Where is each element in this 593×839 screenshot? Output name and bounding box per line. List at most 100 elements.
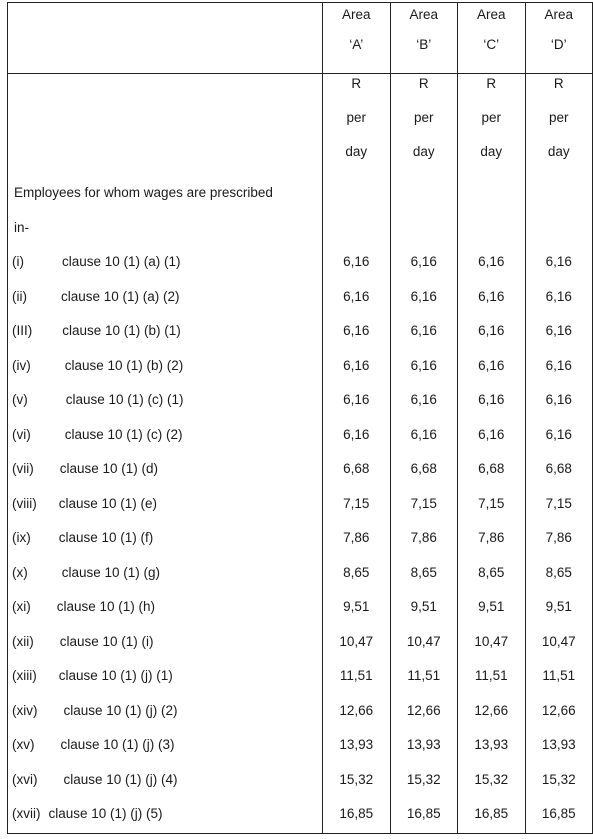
wage-value: 7,15 bbox=[390, 486, 458, 521]
wage-value: 10,47 bbox=[322, 624, 391, 659]
table-row: (xv) clause 10 (1) (j) (3) 13,93 13,93 13,93… bbox=[7, 728, 593, 763]
unit-period: day bbox=[412, 144, 435, 159]
table-row: (x) clause 10 (1) (g) 8,65 8,65 8,65 8,65 bbox=[7, 555, 593, 590]
unit-per: per bbox=[413, 110, 434, 125]
clause-cell: (ix) clause 10 (1) (f) bbox=[7, 521, 323, 556]
wage-value: 15,32 bbox=[322, 762, 391, 797]
wage-value: 9,51 bbox=[322, 590, 391, 625]
unit-period: day bbox=[480, 144, 503, 159]
wage-value: 16,85 bbox=[322, 797, 391, 834]
wage-value: 6,16 bbox=[390, 348, 458, 383]
item-number: (vii) bbox=[12, 461, 34, 476]
clause-cell: (vi) clause 10 (1) (c) (2) bbox=[7, 417, 323, 452]
blank-cell bbox=[525, 210, 593, 245]
area-label: Area bbox=[409, 7, 439, 22]
wage-value: 6,68 bbox=[457, 452, 526, 487]
unit-currency: R bbox=[486, 76, 497, 91]
unit-cell: R per day bbox=[457, 73, 526, 176]
wage-value: 7,86 bbox=[322, 521, 391, 556]
clause-reference: clause 10 (1) (b) (1) bbox=[62, 323, 181, 338]
clause-reference: clause 10 (1) (f) bbox=[58, 530, 154, 545]
wage-value: 6,16 bbox=[322, 314, 391, 349]
wage-value: 15,32 bbox=[457, 762, 526, 797]
unit-currency: R bbox=[418, 76, 429, 91]
intro-cell: in- bbox=[7, 210, 323, 245]
wage-value: 10,47 bbox=[457, 624, 526, 659]
wage-value: 10,47 bbox=[390, 624, 458, 659]
units-blank-cell bbox=[7, 73, 323, 176]
item-number: (viii) bbox=[12, 495, 37, 511]
unit-period: day bbox=[547, 144, 570, 159]
wage-table: Area ‘A’ Area ‘B’ Area ‘C’ Area ‘D’ R pe… bbox=[7, 2, 593, 834]
intro-text: Employees for whom wages are prescribed bbox=[14, 185, 273, 200]
table-row: (ix) clause 10 (1) (f) 7,86 7,86 7,86 7,86 bbox=[7, 521, 593, 556]
blank-cell bbox=[390, 210, 458, 245]
area-label: Area bbox=[476, 7, 506, 22]
wage-value: 16,85 bbox=[390, 797, 458, 834]
item-number: (vi) bbox=[12, 426, 31, 442]
unit-cell: R per day bbox=[525, 73, 593, 176]
wage-value: 6,16 bbox=[457, 417, 526, 452]
table-row: (xiv) clause 10 (1) (j) (2) 12,66 12,66 12,6… bbox=[7, 693, 593, 728]
wage-value: 6,16 bbox=[322, 245, 391, 280]
unit-currency: R bbox=[351, 76, 362, 91]
clause-cell: (viii) clause 10 (1) (e) bbox=[7, 486, 323, 521]
wage-value: 9,51 bbox=[457, 590, 526, 625]
blank-cell bbox=[457, 176, 526, 211]
clause-reference: clause 10 (1) (c) (2) bbox=[64, 426, 183, 442]
table-row: (i) clause 10 (1) (a) (1) 6,16 6,16 6,16 6,16 bbox=[7, 245, 593, 280]
blank-cell bbox=[457, 210, 526, 245]
table-row: (iv) clause 10 (1) (b) (2) 6,16 6,16 6,16 6,1… bbox=[7, 348, 593, 383]
item-number: (xiv) bbox=[12, 702, 38, 718]
wage-value: 6,68 bbox=[322, 452, 391, 487]
unit-cell: R per day bbox=[390, 73, 458, 176]
units-row: R per day R per day R per day R per day bbox=[7, 73, 593, 176]
clause-cell: (xvi) clause 10 (1) (j) (4) bbox=[7, 762, 323, 797]
clause-cell: (xi) clause 10 (1) (h) bbox=[7, 590, 323, 625]
wage-value: 16,85 bbox=[525, 797, 593, 834]
wage-value: 8,65 bbox=[525, 555, 593, 590]
clause-cell: (i) clause 10 (1) (a) (1) bbox=[7, 245, 323, 280]
item-number: (xvii) bbox=[12, 806, 41, 821]
wage-value: 7,86 bbox=[525, 521, 593, 556]
clause-reference: clause 10 (1) (j) (2) bbox=[63, 702, 178, 718]
clause-cell: (vii) clause 10 (1) (d) bbox=[7, 452, 323, 487]
wage-value: 6,16 bbox=[457, 314, 526, 349]
table-row: (III) clause 10 (1) (b) (1) 6,16 6,16 6,16 6,… bbox=[7, 314, 593, 349]
clause-cell: (III) clause 10 (1) (b) (1) bbox=[7, 314, 323, 349]
wage-value: 7,15 bbox=[457, 486, 526, 521]
clause-reference: clause 10 (1) (j) (4) bbox=[63, 771, 178, 787]
blank-cell bbox=[322, 176, 391, 211]
table-row: (v) clause 10 (1) (c) (1) 6,16 6,16 6,16 6,16 bbox=[7, 383, 593, 418]
area-label: Area bbox=[341, 7, 371, 22]
wage-value: 6,16 bbox=[525, 383, 593, 418]
wage-value: 6,68 bbox=[525, 452, 593, 487]
wage-value: 13,93 bbox=[457, 728, 526, 763]
wage-value: 6,16 bbox=[525, 245, 593, 280]
wage-value: 13,93 bbox=[390, 728, 458, 763]
clause-reference: clause 10 (1) (h) bbox=[56, 599, 156, 614]
item-number: (xii) bbox=[12, 633, 34, 649]
item-number: (ix) bbox=[12, 530, 31, 545]
wage-value: 11,51 bbox=[322, 659, 391, 694]
wage-value: 9,51 bbox=[525, 590, 593, 625]
wage-value: 7,15 bbox=[322, 486, 391, 521]
item-number: (xv) bbox=[12, 737, 35, 752]
area-d-header: Area ‘D’ bbox=[525, 2, 593, 74]
unit-per: per bbox=[346, 110, 366, 125]
clause-reference: clause 10 (1) (b) (2) bbox=[64, 357, 184, 373]
clause-cell: (xiv) clause 10 (1) (j) (2) bbox=[7, 693, 323, 728]
wage-value: 13,93 bbox=[525, 728, 593, 763]
item-number: (xiii) bbox=[12, 668, 37, 683]
header-row: Area ‘A’ Area ‘B’ Area ‘C’ Area ‘D’ bbox=[7, 2, 593, 74]
wage-value: 12,66 bbox=[322, 693, 391, 728]
item-number: (ii) bbox=[12, 288, 27, 304]
wage-value: 10,47 bbox=[525, 624, 593, 659]
item-number: (v) bbox=[12, 392, 28, 407]
wage-value: 6,16 bbox=[457, 348, 526, 383]
area-code: ‘C’ bbox=[483, 37, 500, 52]
unit-currency: R bbox=[553, 76, 564, 91]
table-row: (ii) clause 10 (1) (a) (2) 6,16 6,16 6,16 6,1… bbox=[7, 279, 593, 314]
wage-value: 6,16 bbox=[390, 245, 458, 280]
wage-value: 11,51 bbox=[457, 659, 526, 694]
